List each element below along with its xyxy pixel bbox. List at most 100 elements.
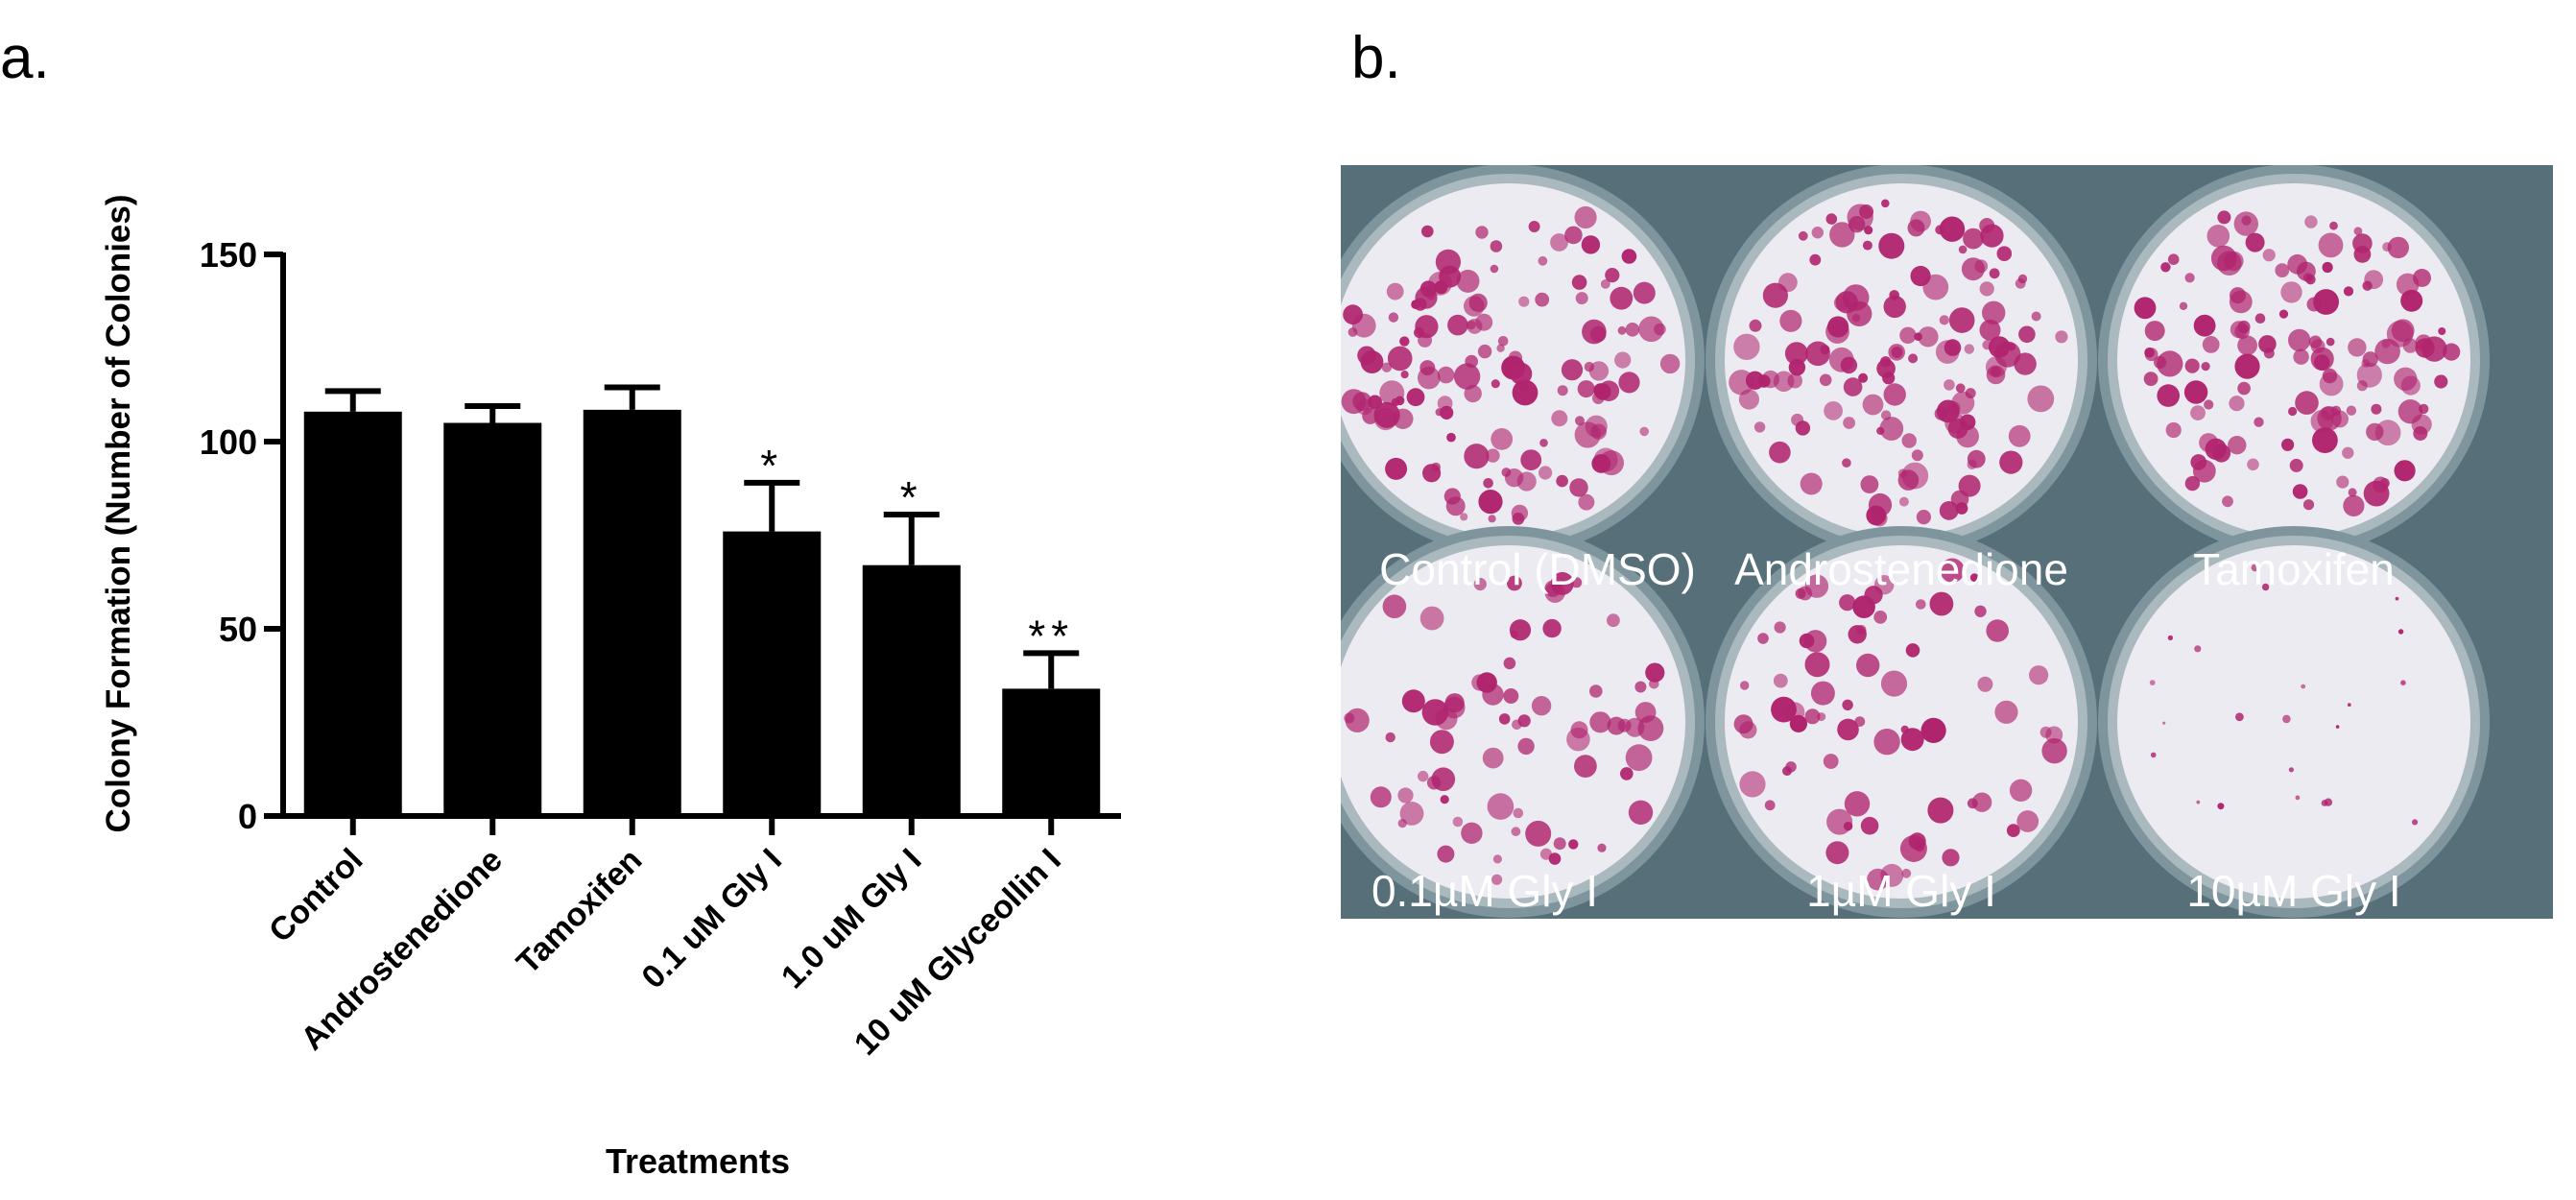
- colony: [1639, 426, 1649, 437]
- colony: [1883, 383, 1906, 406]
- colony: [2157, 384, 2180, 407]
- colony: [2150, 752, 2157, 758]
- colony: [1577, 380, 1595, 398]
- colony: [2262, 249, 2276, 262]
- colony: [1464, 444, 1490, 469]
- colony: [1963, 228, 1984, 250]
- colony: [1584, 361, 1595, 372]
- colony: [1557, 385, 1568, 396]
- colony: [1878, 232, 1905, 259]
- colony: [2167, 253, 2180, 265]
- colony: [1901, 433, 1917, 448]
- well-surface: [2117, 545, 2470, 899]
- colony: [1927, 797, 1954, 824]
- colony: [1942, 849, 1960, 867]
- colony: [2394, 460, 2416, 482]
- colony: [2184, 273, 2195, 283]
- colony: [2317, 406, 2342, 431]
- colony: [1418, 366, 1441, 390]
- colony: [2031, 311, 2041, 322]
- colony: [2381, 339, 2391, 348]
- colony: [1908, 353, 1919, 364]
- colony: [2261, 583, 2270, 591]
- colony: [2419, 403, 2429, 415]
- colony: [1428, 271, 1452, 296]
- colony: [1920, 717, 1946, 744]
- colony: [1842, 458, 1851, 468]
- colony: [2206, 225, 2230, 248]
- colony: [2201, 362, 2210, 372]
- colony: [1348, 327, 1358, 337]
- colony: [1881, 199, 1890, 208]
- colony: [1625, 323, 1640, 337]
- y-axis-label: Colony Formation (Number of Colonies): [100, 195, 137, 833]
- colony: [1868, 492, 1893, 517]
- colony: [1561, 359, 1584, 381]
- colony: [1589, 711, 1611, 733]
- y-tick-label: 150: [200, 235, 257, 275]
- colony: [1956, 424, 1979, 448]
- colony: [1482, 684, 1504, 706]
- colony: [1422, 464, 1442, 483]
- colony: [1979, 281, 1994, 297]
- colony: [1466, 320, 1476, 330]
- colony: [2400, 375, 2421, 396]
- colony: [1553, 837, 1566, 851]
- colony: [1634, 681, 1647, 693]
- well-label: Control (DMSO): [1379, 544, 1696, 594]
- colony: [1948, 307, 1975, 333]
- colony: [1939, 501, 1959, 520]
- significance-marker: **: [1028, 611, 1074, 660]
- colony: [2434, 374, 2448, 389]
- colony: [1843, 417, 1855, 429]
- colony: [2336, 475, 2349, 489]
- colony: [1488, 515, 1496, 523]
- colony: [1610, 286, 1634, 310]
- colony: [1824, 401, 1843, 420]
- colony: [2254, 313, 2266, 324]
- colony: [1510, 362, 1533, 385]
- colony-group: [1341, 205, 1681, 525]
- colony: [2254, 417, 2264, 427]
- bar: [1002, 688, 1101, 816]
- colony: [1860, 816, 1879, 835]
- colony: [1851, 313, 1861, 323]
- colony: [1764, 800, 1776, 811]
- colony: [1391, 397, 1400, 407]
- colony: [1804, 574, 1829, 598]
- colony: [1625, 744, 1653, 772]
- colony: [2143, 372, 2159, 386]
- colony: [2318, 232, 2344, 258]
- colony: [1513, 807, 1524, 819]
- well-label: 10µM Gly I: [2186, 866, 2401, 916]
- colony: [1512, 379, 1538, 406]
- colony: [1961, 257, 1985, 281]
- colony: [1883, 295, 1906, 319]
- colony: [1918, 326, 1939, 348]
- colony: [2224, 251, 2244, 272]
- colony: [2029, 665, 2049, 685]
- six-well-plate: [1313, 164, 2553, 919]
- colony: [1574, 205, 1597, 229]
- colony: [2234, 324, 2250, 340]
- colony: [1982, 300, 2006, 324]
- colony: [2258, 335, 2277, 353]
- colony: [1773, 673, 1788, 688]
- colony: [2160, 262, 2171, 273]
- colony: [1873, 611, 1888, 624]
- colony: [1940, 558, 1965, 583]
- colony: [2371, 403, 2382, 415]
- colony: [1899, 326, 1917, 344]
- colony: [2412, 819, 2419, 826]
- colony: [1823, 754, 1839, 769]
- colony-group: [1344, 571, 1665, 885]
- colony: [1421, 699, 1449, 726]
- colony: [2313, 289, 2339, 315]
- colony: [2179, 301, 2188, 310]
- colony: [2193, 314, 2216, 337]
- colony: [1771, 696, 1797, 723]
- colony: [1944, 339, 1962, 356]
- colony: [1538, 466, 1553, 480]
- colony: [2353, 246, 2372, 263]
- colony: [1634, 702, 1657, 723]
